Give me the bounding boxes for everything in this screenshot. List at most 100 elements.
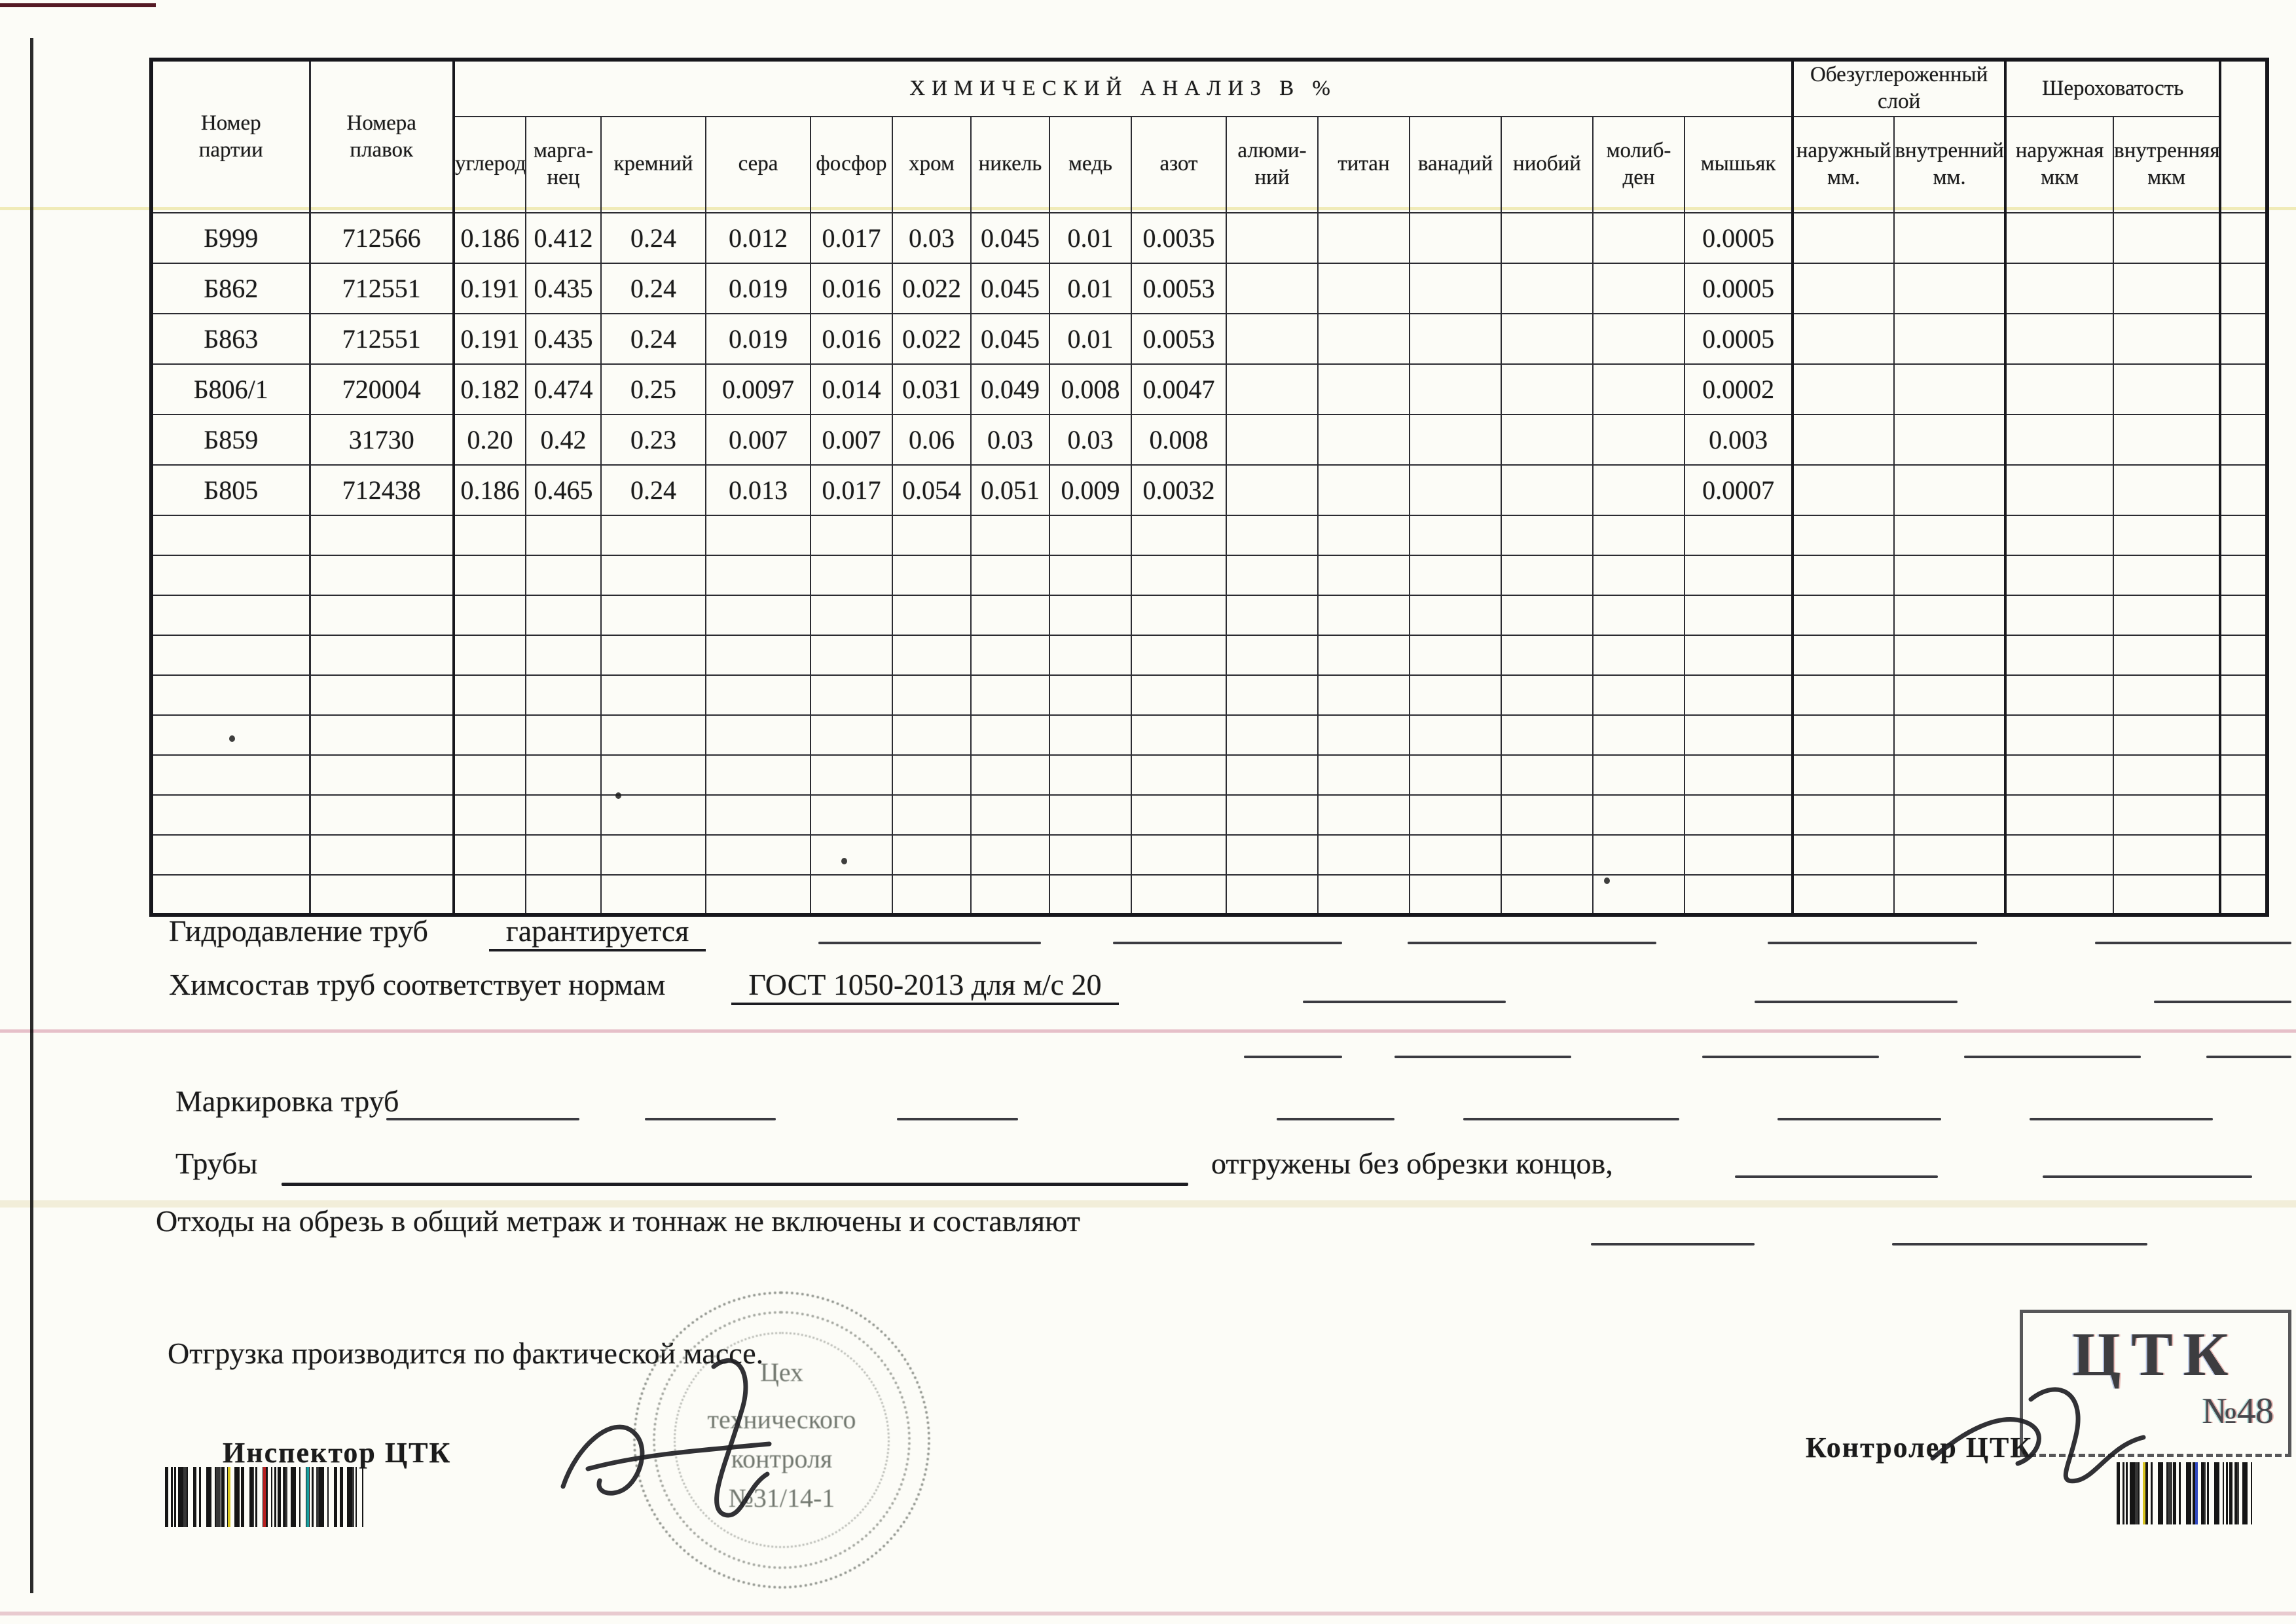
table-cell [892, 794, 972, 836]
dash-line [1394, 1056, 1571, 1058]
table-cell [705, 794, 811, 836]
table-cell [1792, 464, 1895, 516]
table-cell [151, 594, 311, 636]
table-cell [705, 754, 811, 796]
table-cell [1501, 874, 1594, 915]
table-cell [1226, 754, 1319, 796]
table-cell [453, 794, 526, 836]
dash-line [645, 1118, 776, 1120]
table-cell [1683, 514, 1795, 556]
table-cell: 0.474 [525, 363, 602, 415]
table-cell [810, 554, 893, 596]
table-cell [2113, 874, 2222, 915]
table-cell [1501, 312, 1594, 365]
table-cell: 0.20 [453, 413, 526, 466]
barcode-color-bar [306, 1467, 309, 1527]
table-cell [1501, 262, 1594, 314]
table-cell: Б859 [151, 413, 311, 466]
table-cell [151, 514, 311, 556]
table-cell [892, 514, 972, 556]
table-cell [1226, 674, 1319, 716]
pipes-label: Трубы [175, 1147, 258, 1180]
table-cell [2005, 674, 2115, 716]
table-cell [892, 634, 972, 676]
empty-table-row [151, 754, 2269, 796]
table-cell [1501, 714, 1594, 756]
table-cell [1317, 514, 1410, 556]
table-cell [1592, 363, 1685, 415]
table-cell [1893, 312, 2007, 365]
table-cell [1317, 464, 1410, 516]
table-cell: 0.182 [453, 363, 526, 415]
empty-table-row [151, 674, 2269, 716]
table-cell [453, 674, 526, 716]
table-cell [1501, 594, 1594, 636]
table-cell: 0.008 [1049, 363, 1132, 415]
chemical-analysis-table: Номер партии Номера плавок ХИМИЧЕСКИЙ АН… [149, 58, 2270, 917]
col-header-arsenic: мышьяк [1683, 115, 1795, 213]
table-cell [1893, 874, 2007, 915]
table-cell [1317, 714, 1410, 756]
table-cell: Б862 [151, 262, 311, 314]
table-cell: 0.191 [453, 262, 526, 314]
table-cell [453, 874, 526, 915]
empty-table-row [151, 794, 2269, 836]
table-cell [1792, 212, 1895, 264]
table-cell [2219, 554, 2269, 596]
table-cell [309, 634, 455, 676]
table-cell [151, 674, 311, 716]
dash-line [1244, 1056, 1342, 1058]
table-cell: 0.01 [1049, 262, 1132, 314]
table-cell [2219, 714, 2269, 756]
table-cell [1592, 714, 1685, 756]
barcode-color-bar [263, 1467, 266, 1527]
table-cell [1893, 212, 2007, 264]
table-cell [705, 874, 811, 915]
col-header-decarb-outer: наружный мм. [1792, 115, 1895, 213]
table-cell: 0.23 [600, 413, 706, 466]
table-cell [1792, 554, 1895, 596]
col-header-nitrogen: азот [1131, 115, 1227, 213]
table-cell [1226, 714, 1319, 756]
table-cell: 0.045 [970, 212, 1050, 264]
table-cell: 712438 [309, 464, 455, 516]
barcode-color-bar [228, 1467, 230, 1527]
table-cell [151, 714, 311, 756]
table-cell [525, 514, 602, 556]
table-cell [525, 594, 602, 636]
marking-line: Маркировка труб [175, 1084, 399, 1118]
dash-line [1277, 1118, 1394, 1120]
dash-line [1702, 1056, 1879, 1058]
table-cell [309, 874, 455, 915]
table-cell [1592, 212, 1685, 264]
table-cell [1501, 554, 1594, 596]
table-cell: 0.049 [970, 363, 1050, 415]
table-cell [705, 714, 811, 756]
table-cell [1049, 834, 1132, 876]
chem-compliance-line: Химсостав труб соответствует нормам ГОСТ… [169, 967, 1119, 1005]
table-cell [1409, 363, 1502, 415]
pipes-note: отгружены без обрезки концов, [1211, 1147, 1613, 1180]
table-cell [705, 554, 811, 596]
table-cell [2113, 262, 2222, 314]
table-cell: 0.0007 [1683, 464, 1795, 516]
table-cell: 712551 [309, 262, 455, 314]
col-header-sulfur: сера [705, 115, 811, 213]
table-cell: 0.186 [453, 212, 526, 264]
table-cell: 0.045 [970, 312, 1050, 365]
table-cell [2005, 212, 2115, 264]
dash-line [1591, 1243, 1755, 1246]
col-header-carbon: углерод [453, 115, 526, 213]
table-cell [1501, 834, 1594, 876]
table-cell [2113, 674, 2222, 716]
col-header-rough-inner: внутренняя мкм [2113, 115, 2222, 213]
scan-artifact-line [0, 1029, 2296, 1033]
table-cell [2113, 594, 2222, 636]
dash-line [2206, 1056, 2291, 1058]
table-cell [2005, 794, 2115, 836]
col-header-decarb-inner: внутренний мм. [1893, 115, 2007, 213]
table-cell [2005, 413, 2115, 466]
table-cell: 0.03 [970, 413, 1050, 466]
table-cell [1226, 514, 1319, 556]
table-cell [1226, 464, 1319, 516]
